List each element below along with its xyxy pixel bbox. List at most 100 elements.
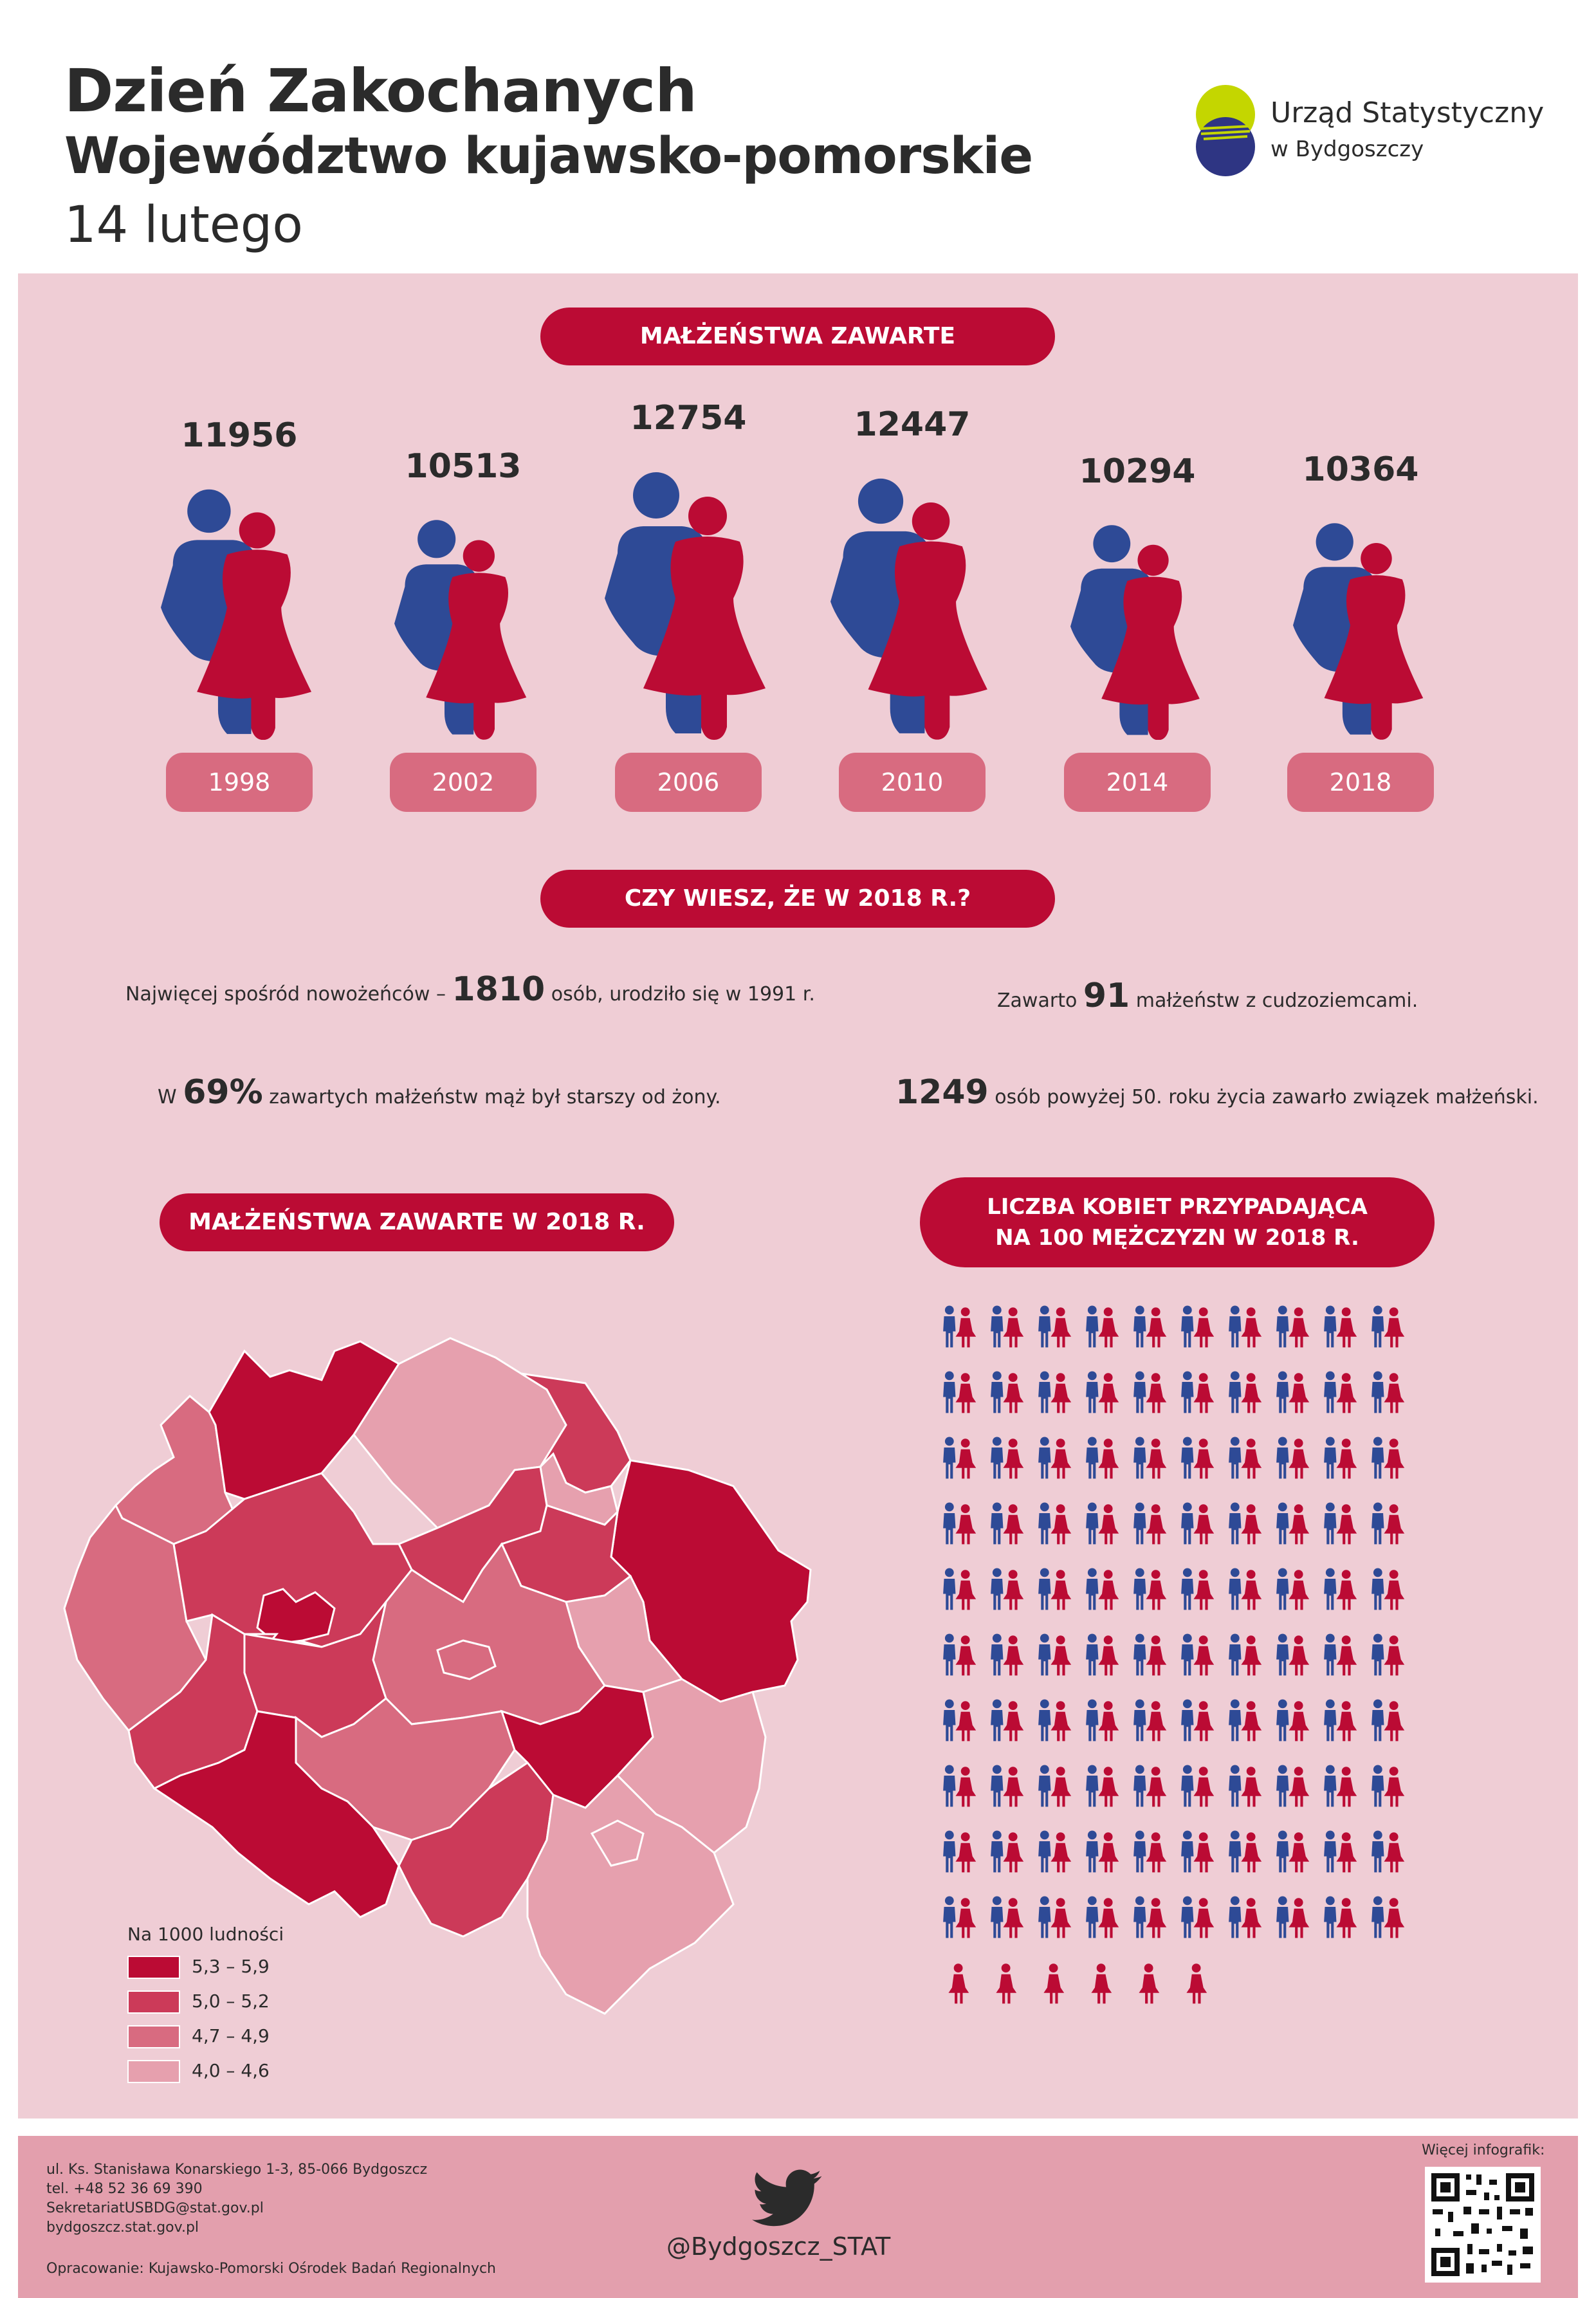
- legend-item: 4,0 – 4,6: [127, 2060, 270, 2095]
- couple-person-icon: [1181, 1765, 1215, 1807]
- couple-person-icon: [1324, 1437, 1357, 1479]
- couple-person-icon: [1038, 1371, 1072, 1413]
- couple-person-icon: [1276, 1699, 1310, 1742]
- couple-person-icon: [991, 1830, 1024, 1873]
- map-region: [152, 1710, 400, 1918]
- couple-person-icon: [1086, 1371, 1119, 1413]
- year-label: 2014: [1064, 753, 1211, 812]
- fact-birth-year: Najwięcej spośród nowożeńców – 1810 osób…: [125, 970, 815, 1009]
- couple-person-icon: [1229, 1765, 1262, 1807]
- legend-label: 5,3 – 5,9: [192, 1956, 270, 1977]
- woman-icon: [996, 1963, 1017, 2004]
- facts-heading: CZY WIESZ, ŻE W 2018 R.?: [540, 870, 1055, 928]
- footer-phone: tel. +48 52 36 69 390: [46, 2181, 203, 2197]
- fact4-text: osób powyżej 50. roku życia zawarło zwią…: [988, 1086, 1539, 1108]
- fact1-text: Najwięcej spośród nowożeńców –: [125, 983, 452, 1006]
- couple-person-icon: [1276, 1502, 1310, 1545]
- woman-icon: [1091, 1963, 1112, 2004]
- couple-person-icon: [1276, 1830, 1310, 1873]
- couple-person-icon: [1324, 1568, 1357, 1610]
- couple-person-icon: [1181, 1699, 1215, 1742]
- couple-person-icon: [1229, 1437, 1262, 1479]
- map-region: [565, 1574, 684, 1693]
- couple-person-icon: [1276, 1633, 1310, 1676]
- fact2-number: 91: [1083, 977, 1130, 1015]
- footer-credits: Opracowanie: Kujawsko-Pomorski Ośrodek B…: [46, 2261, 497, 2277]
- couple-person-icon: [1038, 1830, 1072, 1873]
- footer-contact: ul. Ks. Stanisława Konarskiego 1-3, 85-0…: [46, 2160, 427, 2238]
- marriage-count: 12754: [630, 399, 747, 437]
- marriages-heading: MAŁŻEŃSTWA ZAWARTE: [540, 308, 1055, 365]
- couple-person-icon: [943, 1305, 977, 1348]
- twitter-handle[interactable]: @Bydgoszcz_STAT: [666, 2232, 891, 2261]
- couple-person-icon: [1229, 1896, 1262, 1938]
- couple-person-icon: [1181, 1502, 1215, 1545]
- couple-person-icon: [1371, 1699, 1405, 1742]
- couple-person-icon: [1133, 1765, 1167, 1807]
- couple-person-icon: [943, 1502, 977, 1545]
- couple-person-icon: [1038, 1699, 1072, 1742]
- couple-person-icon: [991, 1371, 1024, 1413]
- footer-address: ul. Ks. Stanisława Konarskiego 1-3, 85-0…: [46, 2162, 428, 2178]
- couple-person-icon: [943, 1765, 977, 1807]
- qr-code-icon[interactable]: [1425, 2167, 1541, 2283]
- couple-person-icon: [1371, 1437, 1405, 1479]
- marriage-count: 10513: [405, 447, 522, 486]
- couple-person-icon: [1276, 1896, 1310, 1938]
- logo-city: w Bydgoszczy: [1270, 136, 1424, 162]
- couple-person-icon: [1086, 1568, 1119, 1610]
- fact2-text: Zawarto: [997, 989, 1083, 1012]
- marriage-count: 11956: [181, 416, 298, 455]
- couple-person-icon: [1276, 1371, 1310, 1413]
- year-label: 2018: [1287, 753, 1434, 812]
- marriage-count: 12447: [854, 405, 971, 445]
- legend-swatch: [127, 2025, 180, 2048]
- twitter-icon[interactable]: [751, 2169, 822, 2227]
- couple-person-icon: [1276, 1437, 1310, 1479]
- fact-over-50: 1249 osób powyżej 50. roku życia zawarło…: [895, 1073, 1539, 1112]
- fact3-text: W: [158, 1086, 183, 1108]
- couple-person-icon: [1133, 1896, 1167, 1938]
- logo-name: Urząd Statystyczny: [1270, 97, 1545, 129]
- couple-person-icon: [1229, 1502, 1262, 1545]
- legend-swatch: [127, 1956, 180, 1979]
- map-region: [590, 1819, 645, 1867]
- couple-person-icon: [1133, 1305, 1167, 1348]
- couple-person-icon: [1038, 1896, 1072, 1938]
- couple-icon: [1070, 524, 1200, 740]
- page-subtitle: Województwo kujawsko-pomorskie: [64, 127, 1033, 185]
- couple-person-icon: [1086, 1633, 1119, 1676]
- legend-label: 5,0 – 5,2: [192, 1990, 270, 2012]
- legend-item: 5,3 – 5,9: [127, 1956, 270, 1990]
- year-label: 2006: [615, 753, 762, 812]
- couple-person-icon: [1038, 1633, 1072, 1676]
- footer-email[interactable]: SekretariatUSBDG@stat.gov.pl: [46, 2200, 264, 2216]
- couple-person-icon: [1229, 1633, 1262, 1676]
- couple-person-icon: [1086, 1830, 1119, 1873]
- fact2-text-end: małżeństw z cudzoziemcami.: [1130, 989, 1418, 1012]
- couple-person-icon: [1181, 1830, 1215, 1873]
- couple-person-icon: [1133, 1568, 1167, 1610]
- ratio-heading-line1: LICZBA KOBIET PRZYPADAJĄCA: [987, 1194, 1368, 1220]
- couple-person-icon: [1133, 1699, 1167, 1742]
- couple-person-icon: [1133, 1633, 1167, 1676]
- couple-icon: [161, 489, 312, 740]
- couple-person-icon: [1324, 1371, 1357, 1413]
- legend-swatch: [127, 2060, 180, 2083]
- year-label: 2010: [839, 753, 986, 812]
- fact1-text-end: osób, urodziło się w 1991 r.: [545, 983, 815, 1006]
- map-heading: MAŁŻEŃSTWA ZAWARTE W 2018 R.: [160, 1193, 674, 1251]
- footer-website[interactable]: bydgoszcz.stat.gov.pl: [46, 2220, 199, 2236]
- couple-person-icon: [1276, 1568, 1310, 1610]
- couple-person-icon: [1038, 1305, 1072, 1348]
- fact1-number: 1810: [452, 970, 546, 1009]
- couple-person-icon: [1038, 1765, 1072, 1807]
- couple-person-icon: [991, 1896, 1024, 1938]
- couple-person-icon: [1038, 1568, 1072, 1610]
- logo-icon: [1196, 85, 1255, 176]
- couple-person-icon: [991, 1437, 1024, 1479]
- legend-title: Na 1000 ludności: [127, 1924, 284, 1945]
- page-date: 14 lutego: [64, 196, 303, 254]
- couple-person-icon: [1229, 1371, 1262, 1413]
- couple-person-icon: [1133, 1371, 1167, 1413]
